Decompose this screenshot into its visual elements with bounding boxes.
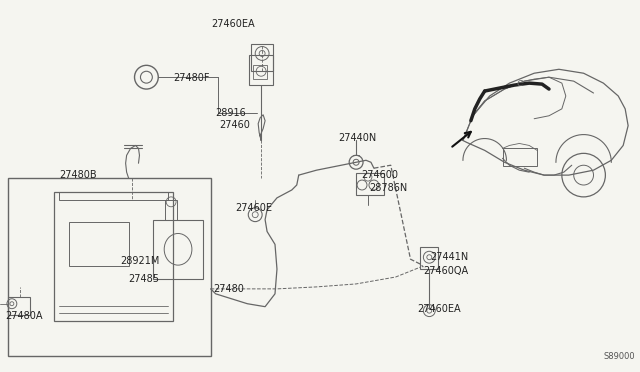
Bar <box>54 192 173 321</box>
Bar <box>252 44 273 71</box>
Text: 27460: 27460 <box>220 120 250 130</box>
Bar <box>69 222 129 266</box>
Bar <box>60 192 168 200</box>
Bar <box>253 65 267 79</box>
Bar <box>154 219 203 279</box>
Bar <box>8 297 29 315</box>
Text: S89000: S89000 <box>604 352 635 360</box>
Text: 27460EA: 27460EA <box>212 19 255 29</box>
Text: e: e <box>517 78 524 88</box>
Bar <box>165 200 177 219</box>
Text: 27460E: 27460E <box>236 203 273 213</box>
Bar <box>356 173 384 195</box>
Text: 27460QA: 27460QA <box>424 266 468 276</box>
Text: 27441N: 27441N <box>430 252 468 262</box>
Text: 27480F: 27480F <box>173 73 210 83</box>
Bar <box>249 55 273 85</box>
Text: 27460EA: 27460EA <box>417 304 461 314</box>
Text: 28786N: 28786N <box>369 183 407 193</box>
Bar <box>8 178 211 356</box>
Text: 27485: 27485 <box>129 274 159 284</box>
Text: 28921M: 28921M <box>121 256 160 266</box>
Text: 27480: 27480 <box>214 284 244 294</box>
Bar <box>502 148 537 166</box>
Text: 274600: 274600 <box>361 170 398 180</box>
Text: 27480B: 27480B <box>60 170 97 180</box>
Bar <box>420 247 438 269</box>
Text: 28916: 28916 <box>216 108 246 118</box>
Text: 27480A: 27480A <box>5 311 42 321</box>
Text: 27440N: 27440N <box>339 132 376 142</box>
